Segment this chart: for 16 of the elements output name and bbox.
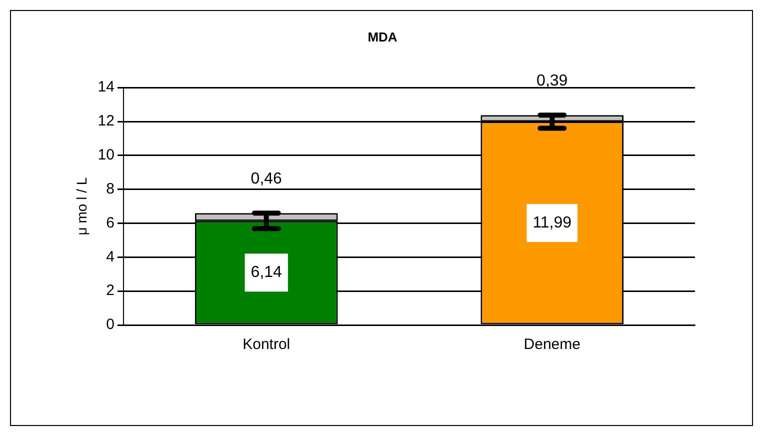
chart-title: MDA	[368, 29, 398, 44]
y-tick-label: 12	[98, 112, 114, 130]
y-tick-label: 2	[106, 282, 114, 300]
data-label: 6,14	[250, 264, 282, 281]
data-label: 0,46	[250, 170, 282, 188]
y-tick-label: 14	[98, 78, 114, 96]
data-label: 0,39	[536, 72, 568, 90]
x-tick-label: Deneme	[524, 336, 580, 354]
y-tick-label: 8	[106, 180, 114, 198]
y-tick-label: 0	[106, 316, 114, 334]
y-tick-label: 6	[106, 214, 114, 232]
y-tick-label: 10	[98, 146, 114, 164]
x-tick-label: Kontrol	[242, 336, 290, 354]
data-label: 11,99	[532, 214, 572, 232]
y-tick-label: 4	[106, 248, 114, 266]
y-axis-title: μ mo l / L	[73, 177, 90, 236]
